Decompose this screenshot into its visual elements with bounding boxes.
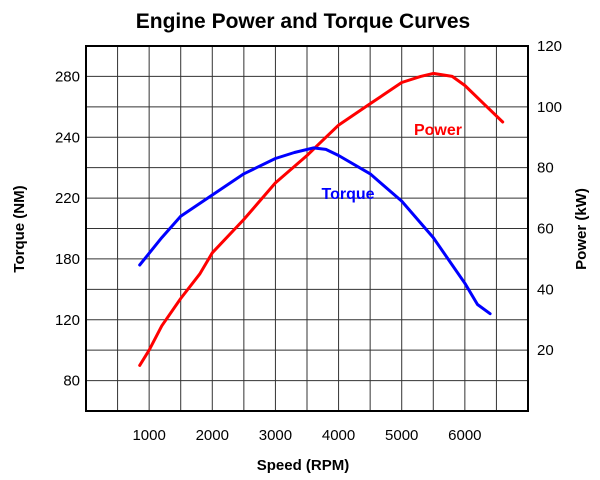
x-tick-label: 6000 xyxy=(448,427,481,444)
tick-labels: 1000 2000 3000 4000 5000 6000 20 40 60 80 100 120 80… xyxy=(55,38,562,444)
y-right-tick-label: 60 xyxy=(537,221,554,238)
series-layer xyxy=(138,71,505,367)
y-left-tick-label: 180 xyxy=(55,251,80,268)
chart-title: Engine Power and Torque Curves xyxy=(136,10,471,33)
y-right-tick-label: 80 xyxy=(537,160,554,177)
x-tick-label: 1000 xyxy=(132,427,165,444)
x-tick-label: 2000 xyxy=(196,427,229,444)
y-right-tick-label: 100 xyxy=(537,99,562,116)
series-label-power: Power xyxy=(414,122,462,139)
grid xyxy=(86,46,528,411)
y-axis-left-label: Torque (NM) xyxy=(11,185,28,272)
y-left-tick-label: 280 xyxy=(55,68,80,85)
series-label-torque: Torque xyxy=(321,186,374,203)
y-right-tick-label: 120 xyxy=(537,38,562,55)
y-axis-right-label: Power (kW) xyxy=(573,188,590,270)
x-tick-label: 5000 xyxy=(385,427,418,444)
y-right-tick-label: 20 xyxy=(537,342,554,359)
y-right-tick-label: 40 xyxy=(537,281,554,298)
plot-frame xyxy=(85,45,529,412)
y-left-tick-label: 220 xyxy=(55,190,80,207)
y-left-tick-label: 80 xyxy=(63,373,80,390)
series-line-power xyxy=(138,71,505,367)
x-axis-label: Speed (RPM) xyxy=(257,457,350,474)
y-left-tick-label: 120 xyxy=(55,312,80,329)
series-line-torque xyxy=(138,146,492,316)
x-tick-label: 3000 xyxy=(259,427,292,444)
x-tick-label: 4000 xyxy=(322,427,355,444)
y-left-tick-label: 240 xyxy=(55,129,80,146)
